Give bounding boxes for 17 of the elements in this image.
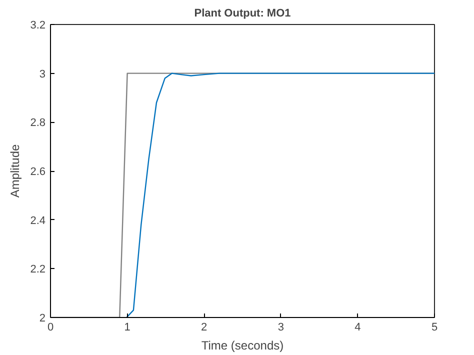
y-tick-label: 2.6 [30, 166, 46, 178]
y-tick-label: 3.2 [30, 20, 46, 32]
y-axis-title: Amplitude [8, 144, 22, 198]
x-tick-label: 3 [278, 322, 284, 334]
y-tick-label: 2.8 [30, 117, 46, 130]
line-series [126, 72, 434, 318]
y-tick-label: 2 [39, 312, 46, 324]
x-tick-label: 1 [124, 322, 130, 334]
y-tick-label: 2.2 [30, 264, 46, 276]
x-tick-label: 5 [431, 322, 438, 334]
x-tick-label: 0 [47, 322, 54, 334]
x-axis-title: Time (seconds) [201, 338, 284, 352]
x-tick-label: 4 [354, 322, 361, 334]
x-tick-label: 2 [201, 322, 208, 334]
y-tick-label: 2.4 [30, 214, 46, 227]
y-tick-label: 3 [39, 68, 46, 80]
chart-title: Plant Output: MO1 [194, 8, 291, 20]
